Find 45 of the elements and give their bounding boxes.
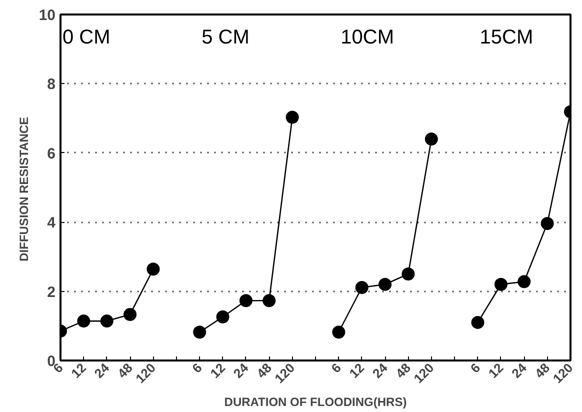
annotation: 15CM [480, 26, 534, 48]
x-tick-label: 24 [91, 360, 113, 382]
point [355, 281, 368, 294]
x-tick-label: 6 [467, 360, 484, 376]
point [402, 268, 415, 280]
y-tick-label: 0 [47, 353, 56, 370]
y-tick-label: 6 [47, 145, 56, 162]
x-tick-label: 120 [272, 360, 298, 386]
x-tick-label: 24 [230, 360, 252, 382]
x-tick-label: 6 [328, 360, 344, 376]
x-tick-label: 24 [370, 360, 391, 382]
point [146, 262, 160, 276]
point [124, 308, 137, 321]
y-tick-label: 8 [47, 76, 56, 94]
annotation: 0 CM [62, 26, 110, 48]
x-tick-label: 12 [68, 360, 89, 382]
point [424, 132, 438, 146]
point [378, 278, 392, 291]
point [286, 110, 299, 124]
x-tick-label: 12 [207, 360, 228, 382]
annotation: 5 CM [202, 26, 250, 48]
y-tick-label: 4 [47, 214, 56, 232]
point [471, 316, 484, 329]
x-tick-label: 120 [132, 360, 159, 386]
point [216, 310, 230, 324]
point [518, 275, 531, 288]
point [494, 278, 508, 291]
point [540, 216, 554, 230]
y-tick-label: 2 [47, 284, 56, 301]
x-tick-label: 24 [508, 360, 530, 382]
point [332, 326, 346, 339]
point [193, 326, 206, 339]
x-tick-label: 12 [346, 360, 368, 382]
x-tick-label: 12 [485, 360, 506, 382]
x-tick-label: 48 [114, 360, 136, 382]
y-tick-label: 10 [38, 7, 56, 24]
point [239, 294, 252, 308]
point [77, 314, 90, 328]
point [262, 294, 276, 308]
x-tick-label: 6 [189, 360, 205, 376]
x-tick-label: 48 [254, 360, 274, 382]
point [100, 314, 114, 328]
y-axis-title: DIFFUSION RESISTANCE [16, 116, 31, 262]
x-axis-title: DURATION OF FLOODING(HRS) [224, 395, 407, 410]
annotation: 10CM [340, 26, 394, 48]
